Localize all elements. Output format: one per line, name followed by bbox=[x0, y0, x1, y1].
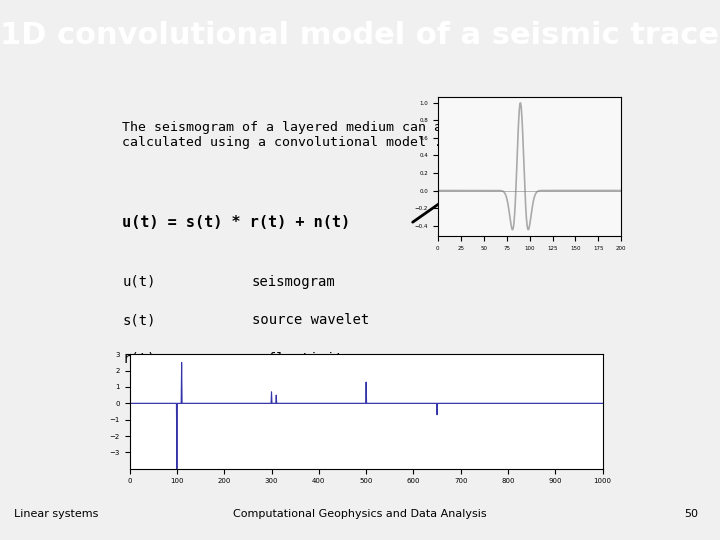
Text: s(t): s(t) bbox=[122, 313, 156, 327]
Text: source wavelet: source wavelet bbox=[252, 313, 369, 327]
Text: seismogram: seismogram bbox=[252, 275, 336, 289]
Text: Linear systems: Linear systems bbox=[14, 509, 99, 519]
Text: r(t): r(t) bbox=[122, 352, 156, 366]
Text: 1D convolutional model of a seismic trace: 1D convolutional model of a seismic trac… bbox=[1, 21, 719, 50]
Text: 50: 50 bbox=[685, 509, 698, 519]
Text: reflectivity: reflectivity bbox=[252, 352, 353, 366]
Text: u(t) = s(t) * r(t) + n(t): u(t) = s(t) * r(t) + n(t) bbox=[122, 215, 351, 230]
Text: Computational Geophysics and Data Analysis: Computational Geophysics and Data Analys… bbox=[233, 509, 487, 519]
Text: The seismogram of a layered medium can also be
calculated using a convolutional : The seismogram of a layered medium can a… bbox=[122, 122, 490, 150]
Text: u(t): u(t) bbox=[122, 275, 156, 289]
